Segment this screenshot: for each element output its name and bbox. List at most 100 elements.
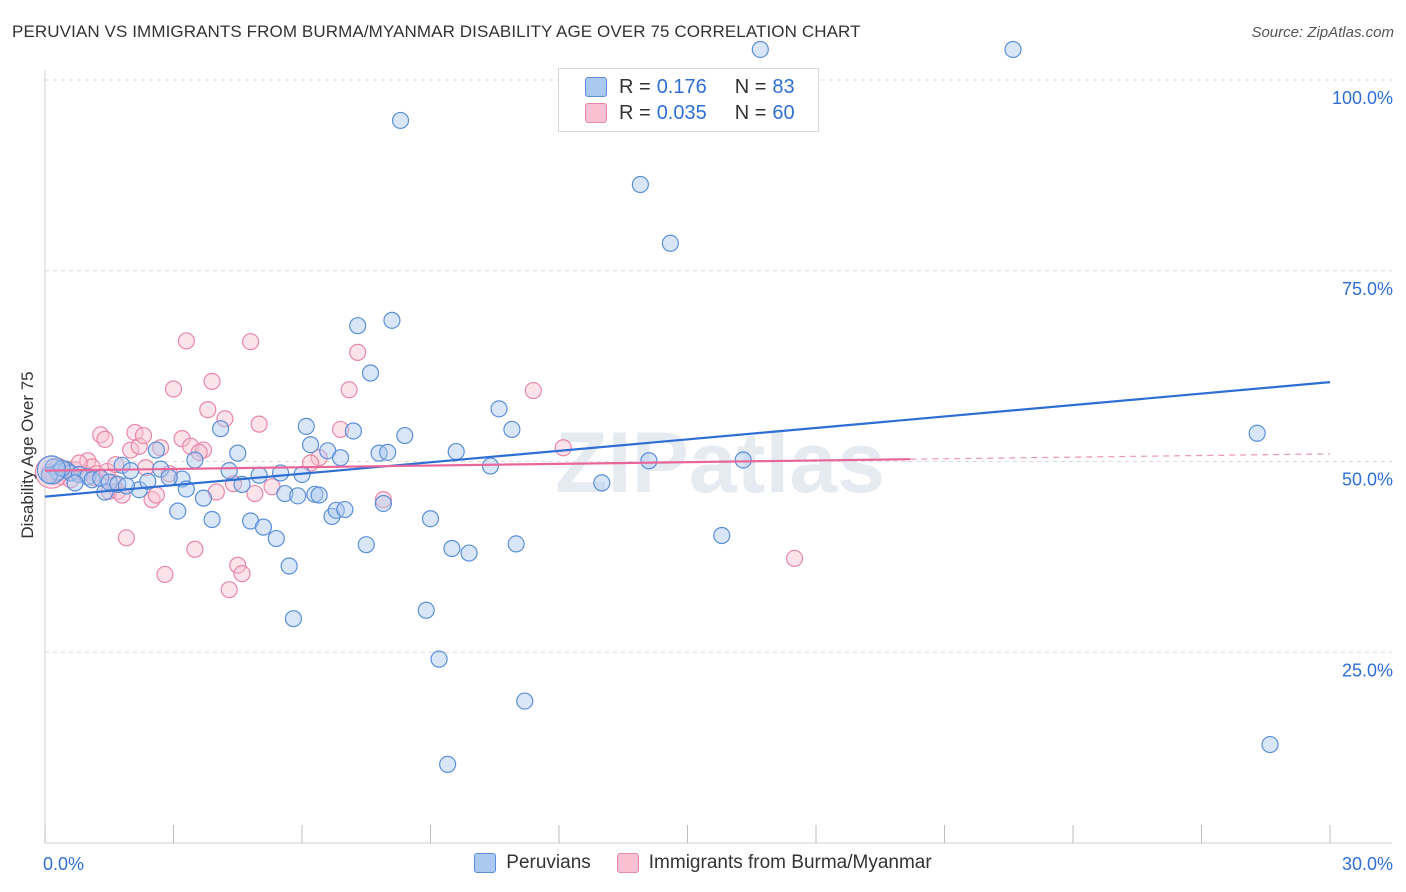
- legend-swatch-pink: [585, 103, 607, 123]
- legend-swatch-blue: [474, 853, 497, 873]
- trend-line-burma: [44, 458, 911, 472]
- data-point: [516, 692, 534, 710]
- data-point: [242, 333, 260, 351]
- data-point: [246, 484, 264, 503]
- axes: [44, 70, 1392, 844]
- data-point: [593, 474, 611, 492]
- data-point: [310, 449, 328, 467]
- data-point: [177, 332, 195, 350]
- chart-title: PERUVIAN VS IMMIGRANTS FROM BURMA/MYANMA…: [12, 22, 861, 41]
- data-point: [117, 529, 135, 547]
- data-point: [374, 494, 392, 513]
- data-point: [379, 443, 397, 461]
- legend-item-burma[interactable]: Immigrants from Burma/Myanmar: [616, 852, 932, 874]
- y-tick-label: 75.0%: [1342, 279, 1393, 299]
- data-point: [631, 175, 649, 194]
- data-point: [212, 420, 230, 438]
- gridlines: [45, 79, 1392, 653]
- legend-swatch-blue: [585, 77, 607, 97]
- correlation-legend: R = 0.176 N = 83 R = 0.035 N = 60: [558, 68, 819, 132]
- data-point: [417, 601, 435, 619]
- data-point: [297, 417, 315, 436]
- data-point: [430, 650, 448, 668]
- data-point: [160, 468, 178, 487]
- data-point: [147, 441, 165, 459]
- data-point: [220, 462, 238, 480]
- data-point: [301, 436, 320, 454]
- data-point: [361, 364, 380, 382]
- data-point: [344, 422, 362, 440]
- data-point: [331, 449, 350, 467]
- data-point: [374, 491, 392, 509]
- data-point: [276, 484, 294, 503]
- trend-line-peruvians: [44, 381, 1331, 498]
- data-point: [751, 40, 769, 59]
- data-point: [1248, 424, 1266, 442]
- data-point: [421, 510, 440, 528]
- legend-r-label: R =: [619, 101, 651, 124]
- data-point: [554, 439, 572, 457]
- data-point: [229, 556, 247, 574]
- legend-n-value: 60: [772, 101, 795, 124]
- data-point: [391, 111, 410, 130]
- trend-lines: [44, 381, 1331, 498]
- legend-n-label: N =: [734, 101, 767, 124]
- data-point: [443, 539, 461, 558]
- series-legend: Peruvians Immigrants from Burma/Myanmar: [0, 852, 1406, 874]
- data-point: [349, 317, 367, 335]
- data-point: [1261, 735, 1279, 754]
- data-point: [713, 526, 731, 545]
- data-point: [169, 502, 187, 520]
- x-tick-label: 0.0%: [43, 854, 84, 874]
- data-point: [66, 474, 84, 492]
- data-point: [250, 415, 268, 433]
- data-point: [186, 451, 204, 469]
- data-point: [439, 755, 457, 774]
- data-point: [62, 464, 80, 482]
- trend-line-burma-extension: [910, 453, 1331, 460]
- data-point: [98, 462, 116, 481]
- data-point: [139, 472, 157, 490]
- data-point: [396, 426, 414, 445]
- data-point: [383, 311, 401, 329]
- legend-row-burma: R = 0.035 N = 60: [585, 101, 795, 125]
- data-point: [524, 381, 542, 400]
- data-point: [250, 466, 268, 484]
- data-point: [199, 401, 217, 419]
- data-point: [164, 380, 183, 398]
- legend-swatch-pink: [616, 853, 639, 873]
- legend-label-peruvians: Peruvians: [506, 852, 591, 873]
- data-point: [447, 442, 465, 461]
- data-point: [109, 475, 127, 493]
- x-tick-label: 30.0%: [1342, 854, 1393, 874]
- data-point: [203, 510, 221, 529]
- data-point: [107, 455, 125, 474]
- data-point: [194, 489, 213, 507]
- tick-labels: 100.0% 75.0% 50.0% 25.0% 0.0% 30.0%: [43, 88, 1393, 874]
- data-point: [182, 437, 200, 455]
- data-point: [349, 343, 367, 361]
- data-point: [507, 535, 525, 553]
- data-point: [490, 400, 508, 418]
- data-point: [229, 444, 247, 462]
- data-point: [327, 501, 345, 519]
- data-point: [785, 549, 804, 568]
- data-point: [130, 437, 148, 455]
- legend-row-peruvians: R = 0.176 N = 83: [585, 75, 795, 99]
- data-point: [503, 420, 521, 439]
- data-point: [220, 581, 238, 599]
- data-point: [267, 529, 285, 548]
- y-axis-label: Disability Age Over 75: [18, 371, 37, 539]
- legend-item-peruvians[interactable]: Peruvians: [474, 852, 591, 874]
- data-point: [147, 486, 165, 504]
- data-point: [280, 557, 298, 575]
- data-point: [310, 486, 328, 504]
- legend-r-label: R =: [619, 75, 651, 98]
- data-point: [460, 544, 478, 562]
- y-tick-label: 100.0%: [1332, 88, 1393, 108]
- data-point: [254, 518, 273, 536]
- data-point: [481, 457, 500, 475]
- legend-label-burma: Immigrants from Burma/Myanmar: [648, 852, 932, 873]
- data-point: [370, 444, 388, 462]
- data-point: [117, 477, 135, 495]
